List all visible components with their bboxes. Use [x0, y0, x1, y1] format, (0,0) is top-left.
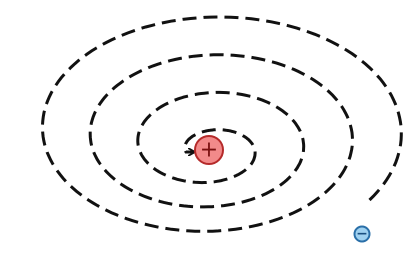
electron-label: − — [356, 226, 368, 242]
diagram: + − — [0, 0, 411, 266]
nucleus-label: + — [200, 138, 218, 163]
electron-path — [43, 17, 402, 231]
